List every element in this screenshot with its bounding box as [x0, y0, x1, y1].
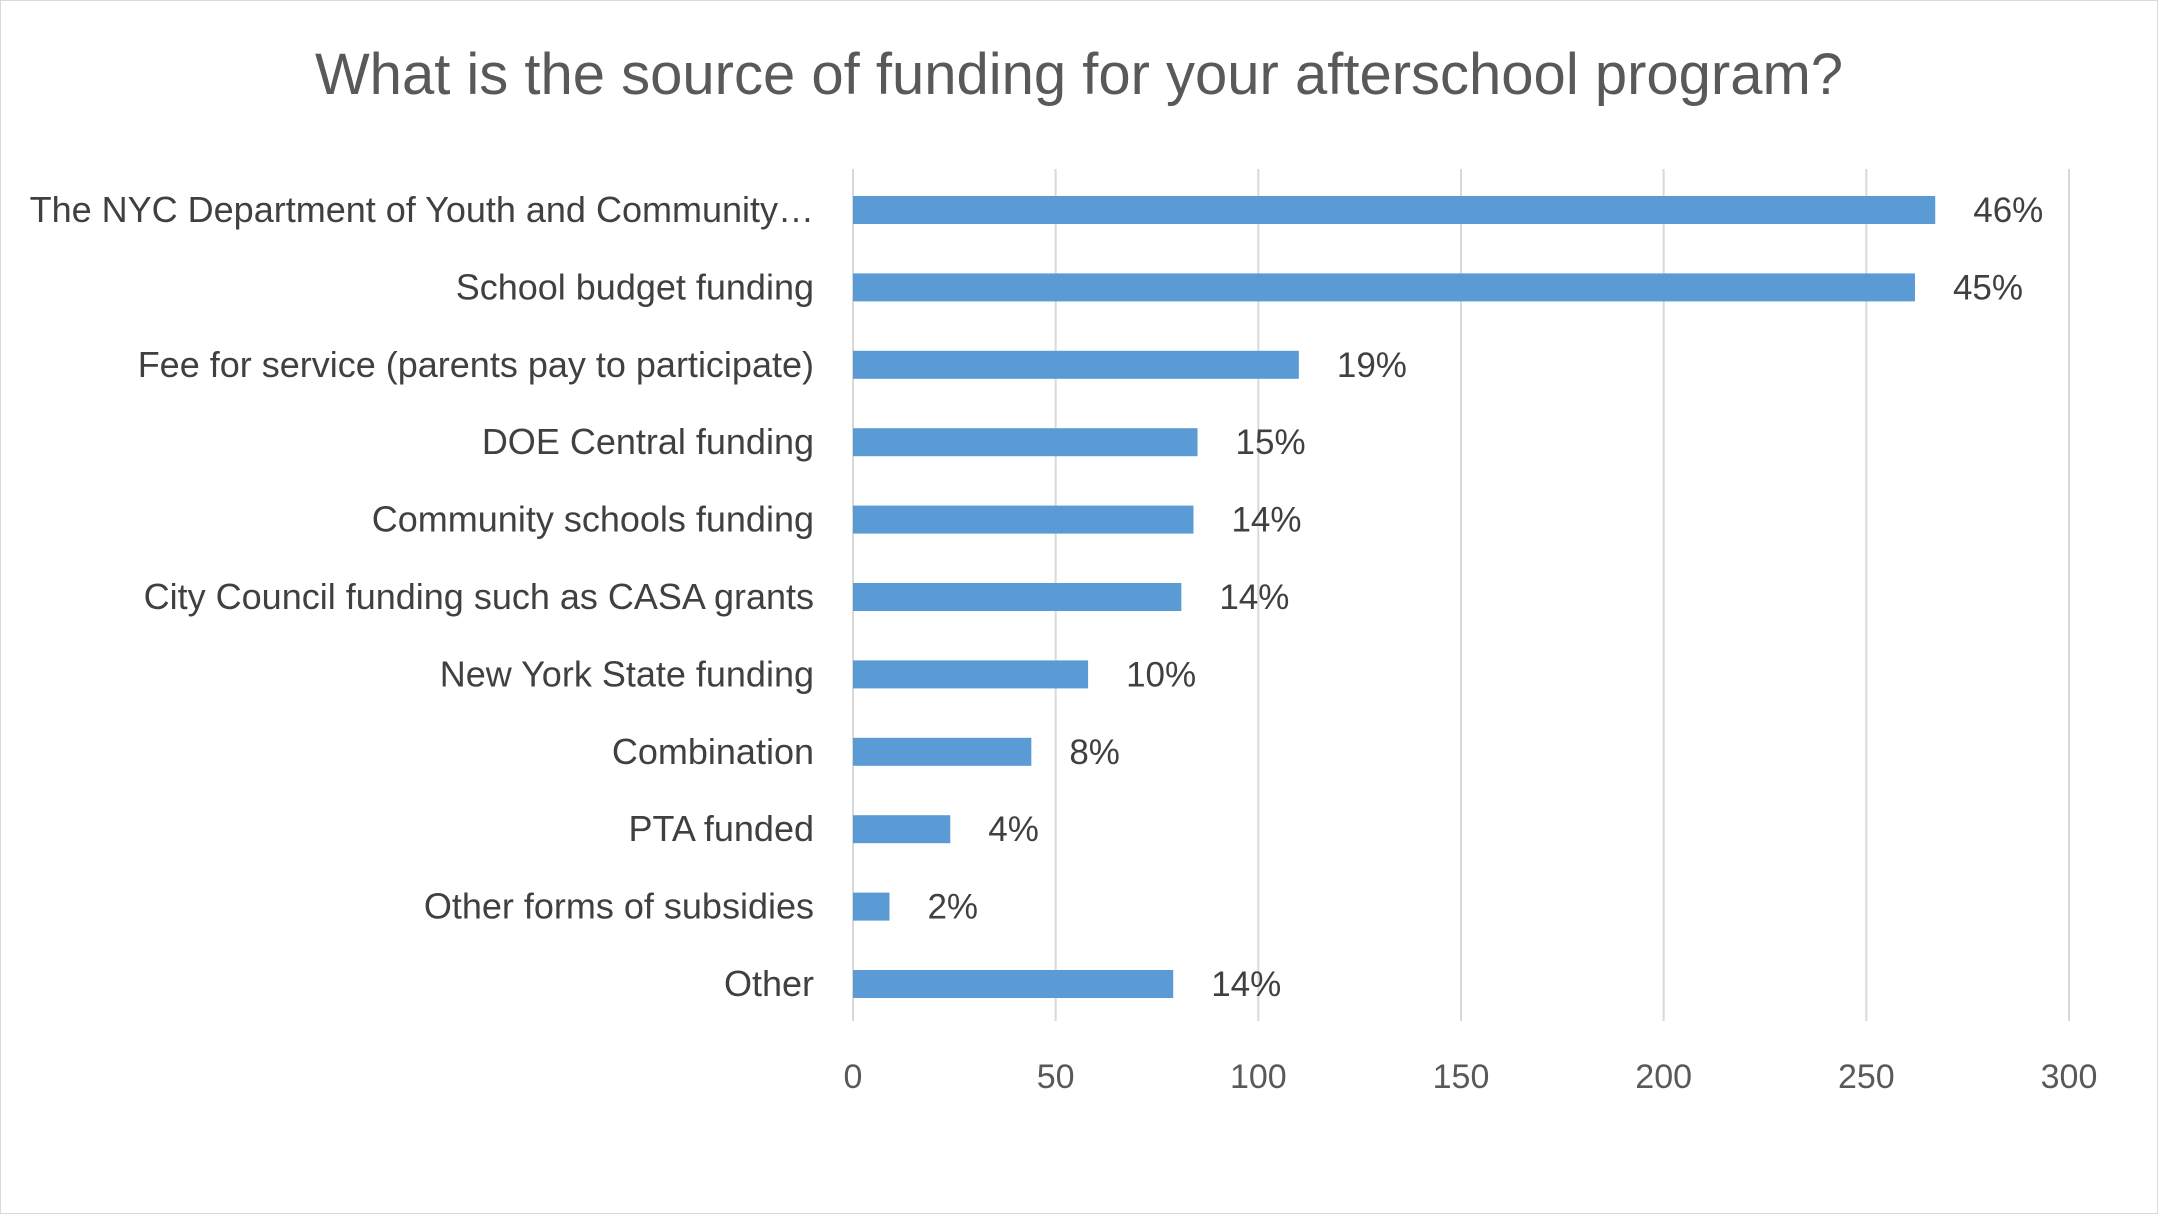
data-label: 14%	[1219, 578, 1289, 617]
bar	[853, 196, 1936, 224]
category-label: School budget funding	[456, 266, 814, 307]
bar	[853, 428, 1198, 457]
data-label: 15%	[1236, 423, 1306, 462]
x-tick-label: 150	[1433, 1058, 1490, 1096]
bar	[853, 892, 890, 921]
category-label: PTA funded	[629, 808, 814, 849]
data-label: 4%	[988, 810, 1039, 849]
data-label: 14%	[1231, 501, 1301, 540]
data-label: 19%	[1337, 346, 1407, 385]
category-label: City Council funding such as CASA grants	[144, 576, 814, 617]
category-label: The NYC Department of Youth and Communit…	[30, 189, 814, 230]
x-tick-label: 300	[2041, 1058, 2098, 1096]
bars	[853, 196, 1936, 998]
bar	[853, 583, 1182, 611]
data-label: 8%	[1069, 733, 1120, 772]
category-label: Combination	[612, 731, 814, 772]
data-label: 14%	[1211, 965, 1281, 1004]
x-tick-label: 50	[1037, 1058, 1075, 1096]
bar	[853, 350, 1299, 379]
bar	[853, 660, 1089, 689]
x-tick-label: 0	[844, 1058, 863, 1096]
category-label: Other	[724, 963, 814, 1004]
data-label: 45%	[1953, 268, 2023, 307]
x-tick-label: 200	[1635, 1058, 1692, 1096]
bar	[853, 505, 1194, 534]
chart-title: What is the source of funding for your a…	[314, 42, 1844, 107]
bar	[853, 815, 951, 844]
category-label: Community schools funding	[372, 499, 814, 540]
bar	[853, 737, 1032, 766]
category-label: DOE Central funding	[482, 421, 814, 462]
x-tick-label: 100	[1230, 1058, 1287, 1096]
bar	[853, 970, 1174, 998]
x-tick-label: 250	[1838, 1058, 1895, 1096]
labels: 0 50 100 150 200 250 300 The NYC Department of …	[30, 189, 2098, 1096]
category-label: Fee for service (parents pay to particip…	[138, 344, 814, 385]
bar	[853, 273, 1915, 302]
category-label: Other forms of subsidies	[424, 886, 814, 927]
data-label: 2%	[927, 888, 978, 927]
data-label: 46%	[1973, 191, 2043, 230]
category-label: New York State funding	[440, 653, 814, 694]
data-label: 10%	[1126, 655, 1196, 694]
